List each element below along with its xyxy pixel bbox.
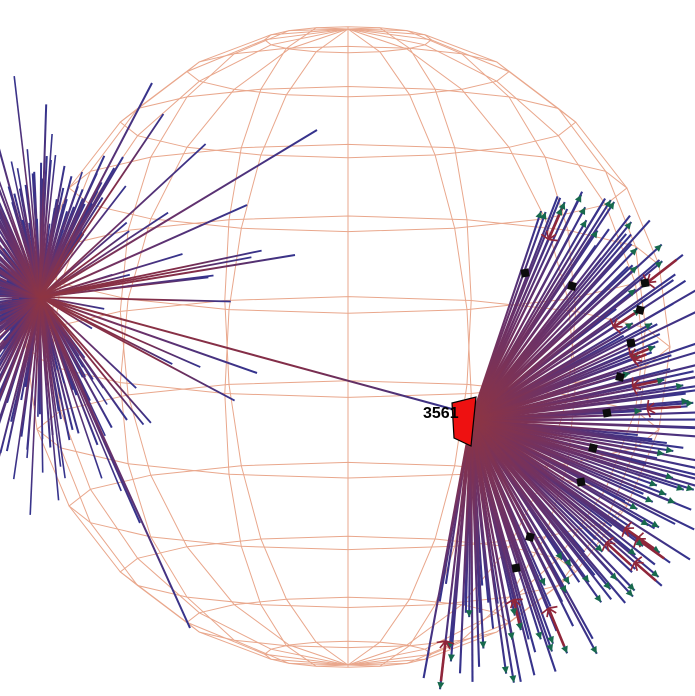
node-cube-markers [511,268,650,573]
selected-node-flag[interactable] [451,396,477,447]
right-node-fan [422,191,695,690]
selected-node-label[interactable]: 3561 [423,405,459,422]
left-node-fan [0,76,453,629]
